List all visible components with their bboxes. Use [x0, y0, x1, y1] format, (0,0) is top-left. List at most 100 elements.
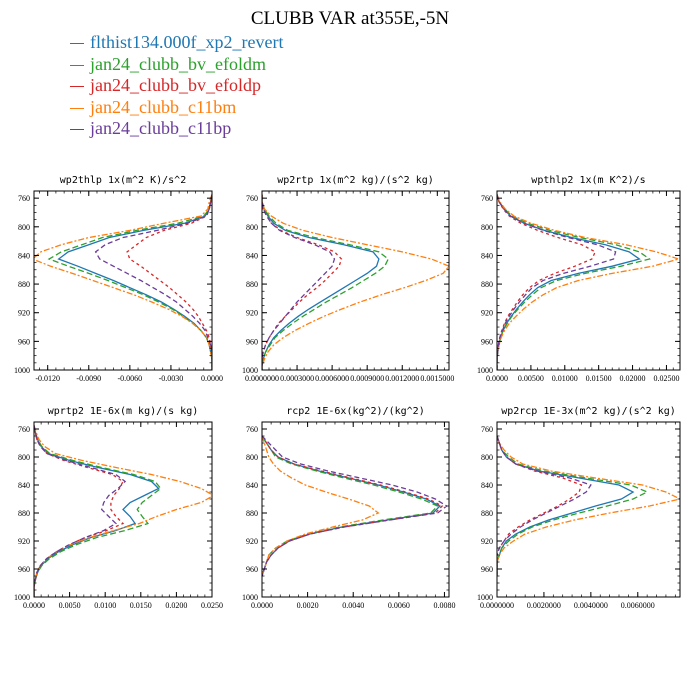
y-tick-label: 1000 [477, 366, 493, 375]
y-tick-label: 840 [18, 481, 30, 490]
y-tick-label: 1000 [242, 593, 258, 602]
series-line [497, 194, 680, 370]
legend-item: jan24_clubb_bv_efoldp [70, 75, 283, 97]
legend-swatch [70, 64, 84, 66]
y-tick-label: 880 [246, 280, 258, 289]
series-line [262, 435, 448, 577]
x-tick-label: 0.0060 [388, 601, 410, 610]
y-tick-label: 760 [481, 425, 493, 434]
panel-title: wp2thlp 1x(m^2 K)/s^2 [60, 175, 186, 186]
x-tick-label: 0.0006000 [315, 374, 349, 383]
panel-3: wpthlp2 1x(m K^2)/s 760 800 840 880 920 960 100… [477, 175, 681, 383]
series-line [34, 425, 162, 597]
y-tick-label: 920 [246, 537, 258, 546]
legend-item: jan24_clubb_c11bm [70, 97, 283, 119]
panel-title: rcp2 1E-6x(kg^2)/(kg^2) [286, 406, 424, 417]
series-line [262, 194, 380, 370]
x-tick-label: 0.0000 [251, 601, 273, 610]
legend-label: jan24_clubb_c11bm [90, 96, 237, 117]
series-line [262, 194, 336, 370]
x-tick-label: 0.0003000 [280, 374, 314, 383]
x-tick-label: 0.0000 [486, 374, 508, 383]
y-tick-label: 760 [18, 194, 30, 203]
y-tick-label: 880 [481, 280, 493, 289]
x-tick-label: 0.0250 [201, 601, 223, 610]
series-line [497, 194, 597, 370]
legend: flthist134.000f_xp2_revert jan24_clubb_b… [70, 32, 283, 140]
series-line [497, 194, 652, 370]
plot-frame [261, 421, 450, 598]
x-tick-label: 0.0050 [59, 601, 81, 610]
legend-swatch [70, 107, 84, 109]
y-tick-label: 1000 [14, 366, 30, 375]
y-tick-label: 960 [246, 565, 258, 574]
y-tick-label: 920 [481, 309, 493, 318]
panel-title: wpthlp2 1x(m K^2)/s [531, 175, 645, 186]
panel-6: wp2rcp 1E-3x(m^2 kg)/(s^2 kg) 760 800 840 88… [477, 406, 681, 610]
series-line [47, 194, 212, 370]
x-tick-label: -0.0060 [118, 374, 143, 383]
series-line [34, 425, 212, 597]
x-tick-label: 0.0200 [165, 601, 187, 610]
y-tick-label: 960 [481, 337, 493, 346]
y-tick-label: 880 [481, 509, 493, 518]
panel-1: wp2thlp 1x(m^2 K)/s^2 760 800 840 880 920 960 1… [14, 175, 223, 383]
plot-frame [261, 190, 450, 371]
y-tick-label: 920 [246, 309, 258, 318]
x-tick-label: 0.01500 [586, 374, 612, 383]
y-tick-label: 880 [18, 280, 30, 289]
x-tick-label: 0.0100 [94, 601, 116, 610]
series-line [262, 435, 439, 577]
x-tick-label: 0.02000 [620, 374, 646, 383]
y-tick-label: 960 [481, 565, 493, 574]
x-tick-label: 0.0040 [342, 601, 364, 610]
series-line [262, 435, 380, 577]
x-tick-label: -0.0090 [76, 374, 101, 383]
x-tick-label: 0.0009000 [350, 374, 384, 383]
y-tick-label: 960 [18, 337, 30, 346]
panel-title: wp2rcp 1E-3x(m^2 kg)/(s^2 kg) [501, 406, 676, 417]
x-tick-label: 0.02500 [653, 374, 679, 383]
x-tick-label: 0.0000 [201, 374, 223, 383]
panel-4: wprtp2 1E-6x(m kg)/(s kg) 760 800 840 880 920… [14, 406, 223, 610]
panel-title: wprtp2 1E-6x(m kg)/(s kg) [48, 406, 199, 417]
series-line [262, 435, 441, 577]
plot-frame [33, 421, 213, 598]
legend-swatch [70, 129, 84, 131]
series-line [34, 425, 127, 597]
panel-5: rcp2 1E-6x(kg^2)/(kg^2) 760 800 840 880 920 96… [242, 406, 455, 610]
y-tick-label: 760 [481, 194, 493, 203]
series-line [497, 435, 583, 576]
y-tick-label: 800 [246, 453, 258, 462]
y-tick-label: 960 [246, 337, 258, 346]
series-line [262, 435, 444, 577]
y-tick-label: 840 [481, 251, 493, 260]
panel-2: wp2rtp 1x(m^2 kg)/(s^2 kg) 760 800 840 880 92… [242, 175, 454, 383]
series-line [126, 194, 212, 370]
y-tick-label: 880 [246, 509, 258, 518]
legend-label: jan24_clubb_c11bp [90, 118, 232, 138]
plot-frame [496, 421, 681, 598]
series-line [497, 194, 617, 370]
legend-label: jan24_clubb_bv_efoldm [90, 53, 266, 74]
y-tick-label: 1000 [477, 593, 493, 602]
y-tick-label: 800 [481, 223, 493, 232]
y-tick-label: 840 [481, 481, 493, 490]
y-tick-label: 800 [481, 453, 493, 462]
y-tick-label: 800 [18, 223, 30, 232]
page-title: CLUBB VAR at355E,-5N [250, 8, 450, 29]
x-tick-label: 0.01000 [552, 374, 578, 383]
panel-title: wp2rtp 1x(m^2 kg)/(s^2 kg) [277, 175, 434, 186]
x-tick-label: 0.0020000 [527, 601, 561, 610]
series-line [497, 435, 592, 576]
plot-frame [496, 190, 681, 371]
x-tick-label: 0.0040000 [574, 601, 608, 610]
y-tick-label: 760 [246, 425, 258, 434]
y-tick-label: 1000 [242, 366, 258, 375]
y-tick-label: 840 [18, 251, 30, 260]
y-tick-label: 760 [18, 425, 30, 434]
y-tick-label: 920 [18, 537, 30, 546]
legend-label: flthist134.000f_xp2_revert [90, 32, 284, 52]
plot-frame [33, 190, 213, 371]
